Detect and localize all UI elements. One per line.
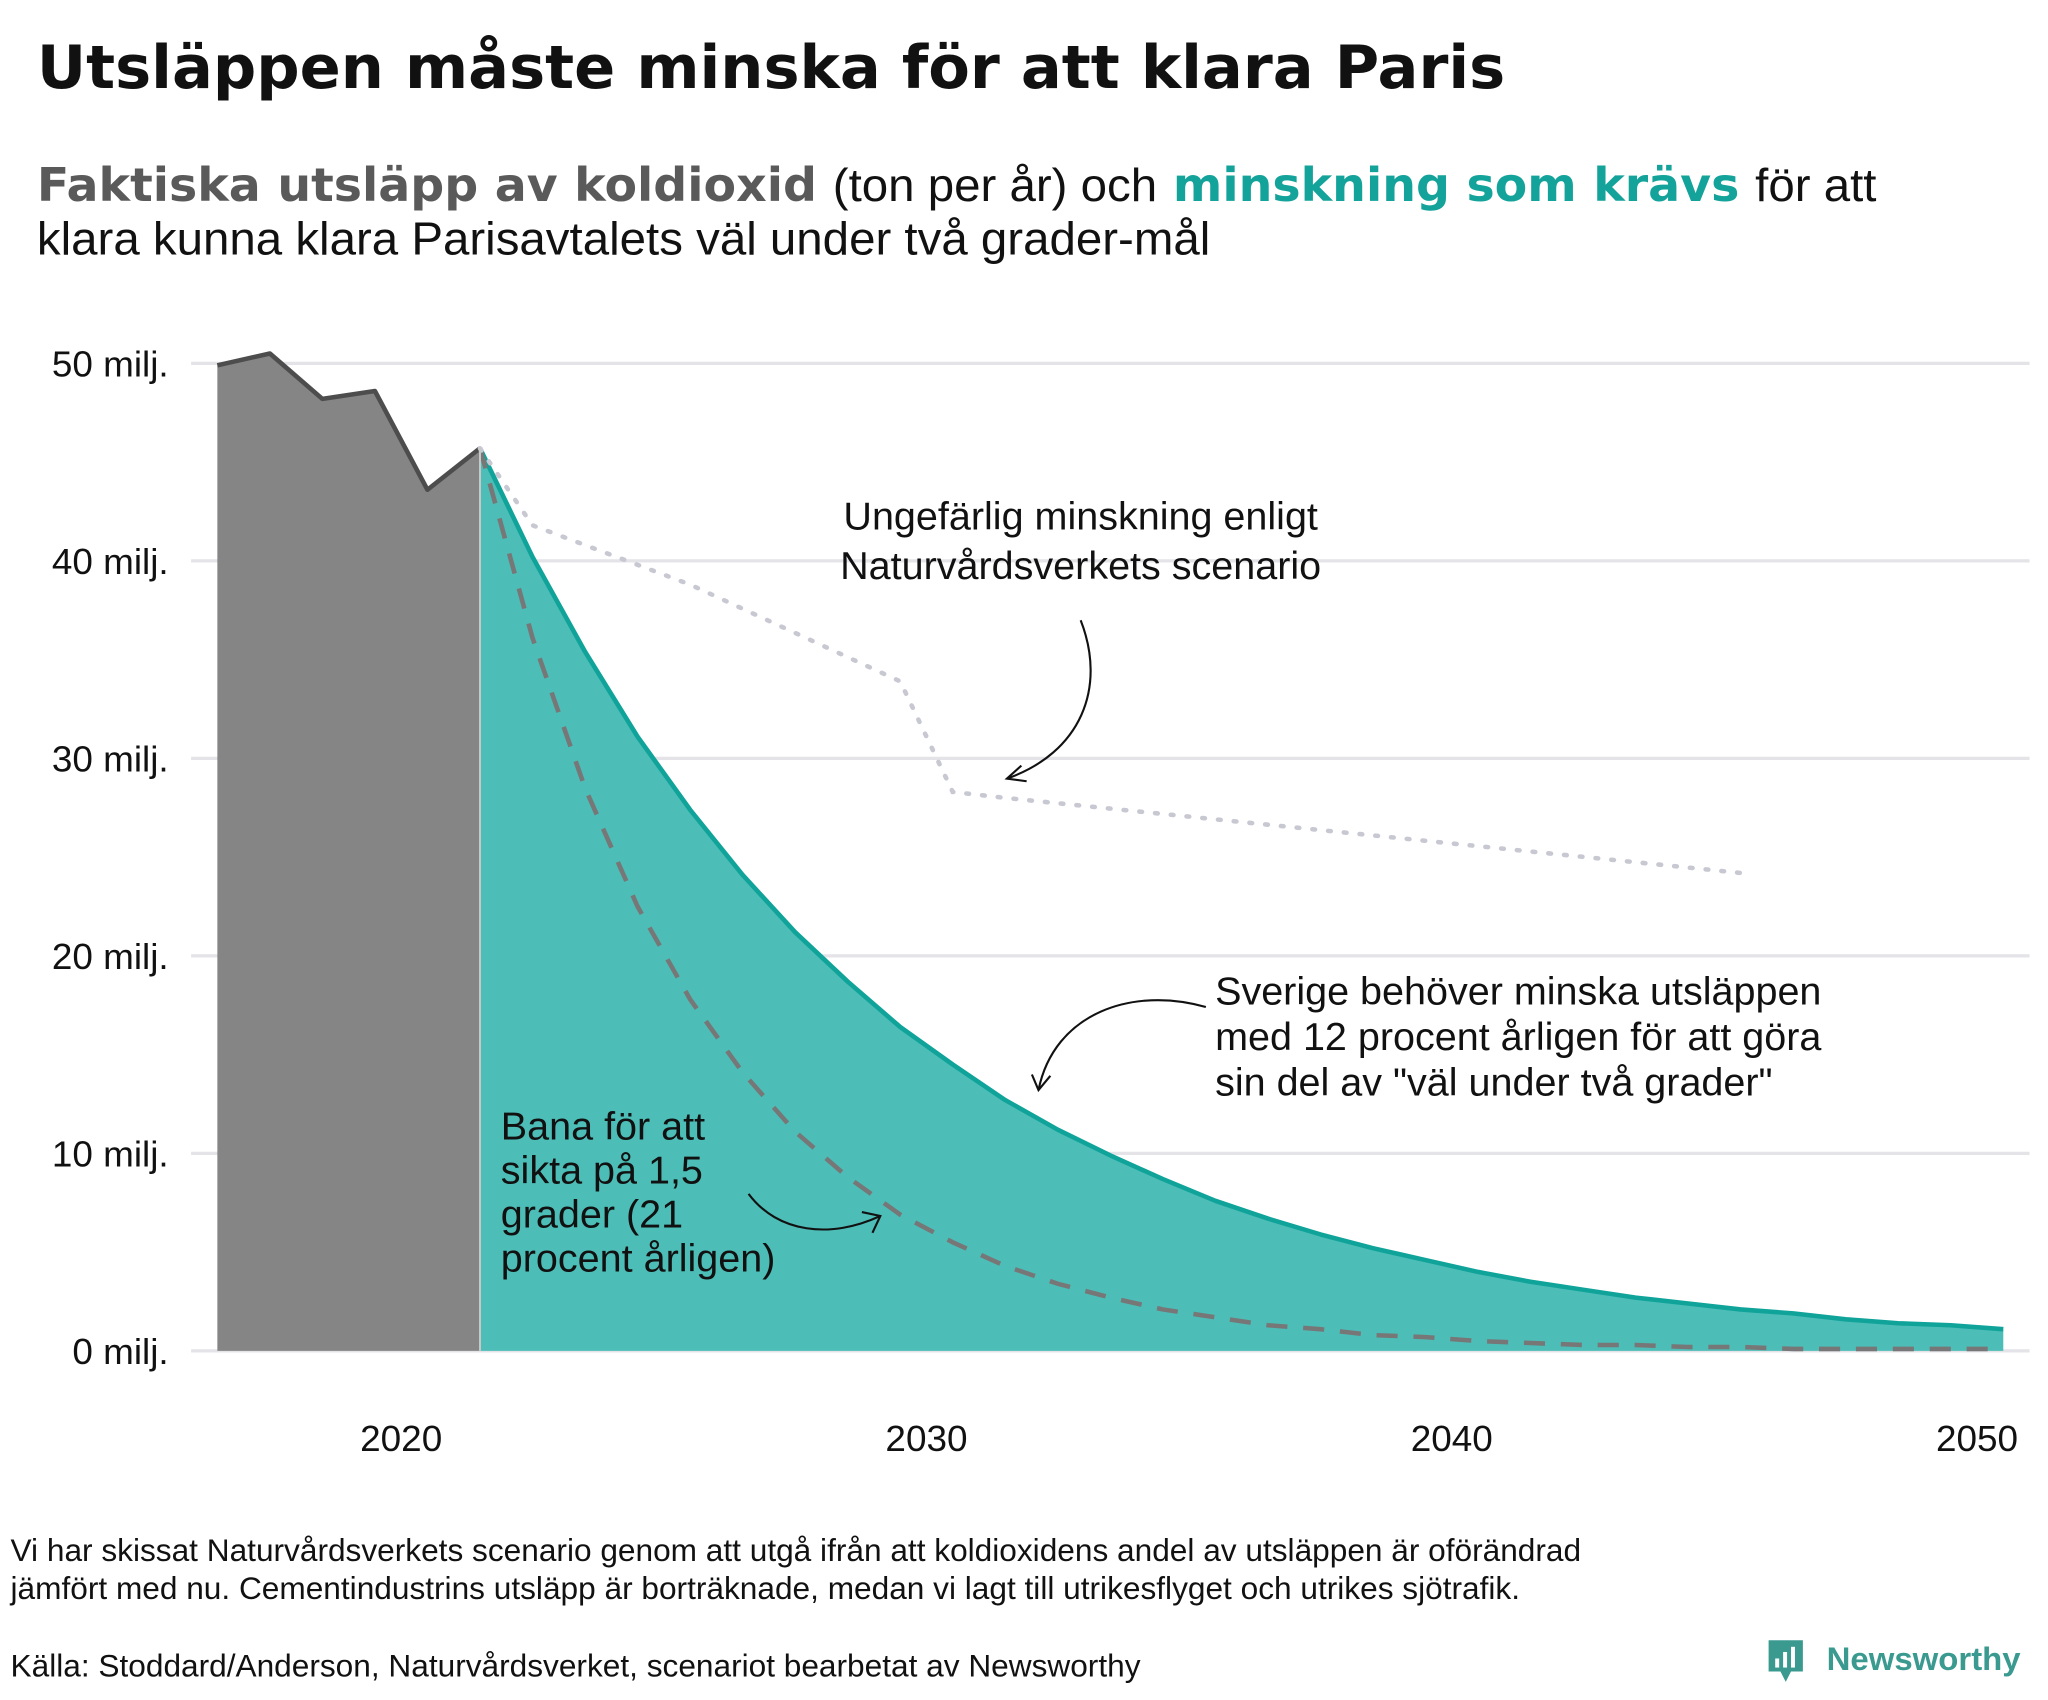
annotation: Naturvårdsverkets scenario xyxy=(840,544,1321,588)
arrow-head xyxy=(1004,764,1027,783)
x-tick-label: 2030 xyxy=(885,1418,967,1459)
subtitle-part: (ton per år) och xyxy=(833,158,1157,211)
annotation: grader (21 xyxy=(501,1193,683,1237)
y-tick-label: 10 milj. xyxy=(52,1134,169,1175)
subtitle-part: minskning som krävs xyxy=(1173,158,1739,213)
arrow xyxy=(747,1193,881,1231)
line xyxy=(477,446,1743,876)
logo-bar xyxy=(1775,1658,1780,1668)
logo-text: Newsworthy xyxy=(1827,1640,2021,1677)
x-tick-label: 2050 xyxy=(1936,1418,2018,1459)
annotation: procent årligen) xyxy=(501,1237,776,1281)
source: Källa: Stoddard/Anderson, Naturvårdsverk… xyxy=(11,1649,1141,1684)
y-tick-label: 0 milj. xyxy=(72,1331,168,1372)
subtitle: Faktiska utsläpp av koldioxid (ton per år… xyxy=(37,158,1877,213)
y-tick-label: 50 milj. xyxy=(52,344,169,385)
area-line xyxy=(477,447,2004,1332)
area xyxy=(217,353,480,1351)
annotation: med 12 procent årligen för att göra xyxy=(1215,1015,1822,1059)
footnote: jämfört med nu. Cementindustrins utsläpp… xyxy=(10,1571,1520,1606)
y-tick-label: 40 milj. xyxy=(52,541,169,582)
x-tick-label: 2040 xyxy=(1411,1418,1493,1459)
footer: Vi har skissat Naturvårdsverkets scenari… xyxy=(10,1533,1582,1683)
arrow xyxy=(1037,999,1207,1091)
subtitle-part: Faktiska utsläpp av koldioxid xyxy=(37,158,817,213)
arrow-head xyxy=(1030,1074,1052,1093)
arrow-head xyxy=(861,1211,882,1234)
annotation: sin del av "väl under två grader" xyxy=(1215,1061,1773,1105)
logo-bar xyxy=(1791,1646,1795,1668)
subtitle: klara kunna klara Parisavtalets väl unde… xyxy=(37,212,1210,265)
y-tick-label: 30 milj. xyxy=(52,739,169,780)
area xyxy=(479,448,2004,1351)
chart-title: Utsläppen måste minska för att klara Par… xyxy=(37,34,1505,103)
y-tick-label: 20 milj. xyxy=(52,936,169,977)
line xyxy=(477,447,2004,1352)
annotation: sikta på 1,5 xyxy=(501,1149,703,1193)
annotations: Ungefärlig minskning enligt Naturvårdsver… xyxy=(501,495,1822,1281)
annotation: Ungefärlig minskning enligt xyxy=(843,495,1318,539)
subtitle-part: för att xyxy=(1755,158,1876,211)
logo: Newsworthy xyxy=(1768,1640,2021,1682)
annotation: Bana för att xyxy=(501,1105,705,1149)
area-line xyxy=(216,351,482,493)
footnote: Vi har skissat Naturvårdsverkets scenari… xyxy=(11,1533,1582,1568)
x-tick-label: 2020 xyxy=(360,1418,442,1459)
logo-bar xyxy=(1783,1651,1788,1668)
plot-area: 0 milj. 10 milj. 20 milj. 30 milj. 40 milj. 5… xyxy=(52,344,2030,1459)
arrow xyxy=(1006,619,1092,780)
annotation: Sverige behöver minska utsläppen xyxy=(1215,970,1821,1014)
